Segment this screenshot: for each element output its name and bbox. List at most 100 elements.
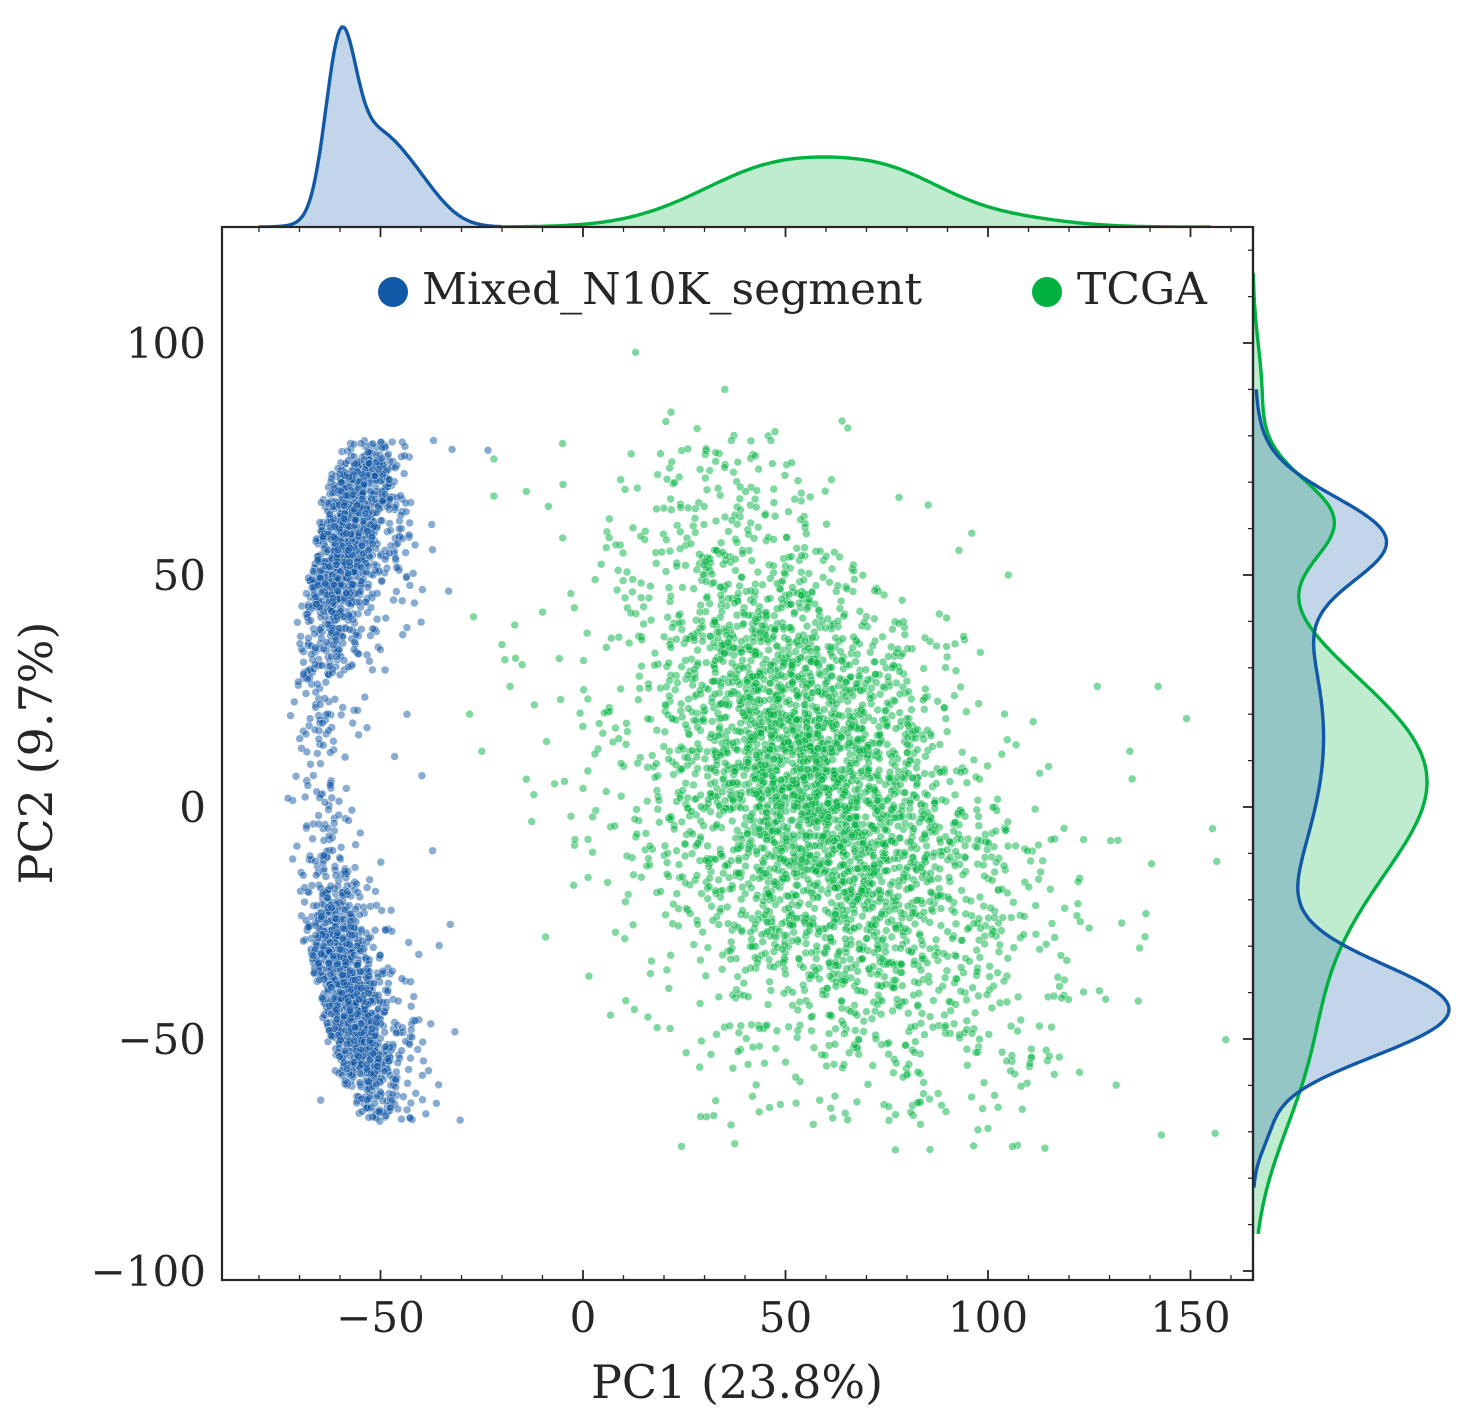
point-tcga bbox=[637, 661, 646, 671]
point-mixed bbox=[320, 798, 330, 807]
point-tcga bbox=[635, 672, 644, 681]
point-mixed bbox=[428, 846, 437, 855]
point-tcga bbox=[741, 804, 750, 813]
point-tcga bbox=[558, 480, 568, 489]
point-mixed bbox=[373, 972, 383, 981]
point-tcga bbox=[969, 755, 978, 765]
point-mixed bbox=[301, 689, 311, 698]
point-mixed bbox=[309, 567, 318, 576]
point-tcga bbox=[793, 476, 803, 485]
point-tcga bbox=[973, 1125, 983, 1134]
point-mixed bbox=[429, 436, 438, 445]
point-tcga bbox=[801, 939, 811, 948]
point-tcga bbox=[808, 633, 817, 642]
point-mixed bbox=[302, 589, 311, 598]
point-tcga bbox=[701, 450, 710, 459]
point-mixed bbox=[374, 1107, 383, 1116]
point-mixed bbox=[318, 532, 328, 541]
point-tcga bbox=[850, 908, 859, 918]
point-mixed bbox=[314, 811, 323, 820]
point-mixed bbox=[428, 545, 437, 554]
point-tcga bbox=[655, 818, 664, 827]
point-tcga bbox=[622, 567, 632, 577]
point-tcga bbox=[942, 652, 952, 662]
point-mixed bbox=[316, 700, 325, 709]
point-tcga bbox=[696, 601, 705, 610]
point-tcga bbox=[835, 604, 845, 613]
point-mixed bbox=[362, 1085, 372, 1094]
point-tcga bbox=[861, 665, 870, 674]
point-tcga bbox=[859, 1027, 868, 1036]
point-mixed bbox=[305, 851, 315, 861]
point-tcga bbox=[500, 655, 510, 664]
point-tcga bbox=[648, 751, 657, 760]
point-tcga bbox=[736, 505, 745, 514]
point-mixed bbox=[371, 887, 380, 896]
point-tcga bbox=[805, 1001, 814, 1010]
point-mixed bbox=[389, 595, 398, 605]
point-mixed bbox=[377, 454, 386, 463]
point-tcga bbox=[827, 475, 836, 484]
point-tcga bbox=[716, 491, 725, 500]
point-mixed bbox=[446, 920, 455, 929]
point-tcga bbox=[1016, 1015, 1025, 1025]
point-tcga bbox=[650, 773, 660, 782]
point-tcga bbox=[1002, 997, 1012, 1007]
point-tcga bbox=[664, 984, 673, 993]
point-mixed bbox=[296, 632, 305, 641]
point-mixed bbox=[325, 510, 335, 519]
point-tcga bbox=[681, 561, 690, 570]
point-mixed bbox=[386, 541, 395, 550]
point-tcga bbox=[805, 926, 814, 936]
point-mixed bbox=[418, 1095, 427, 1104]
point-mixed bbox=[456, 1115, 465, 1125]
point-mixed bbox=[372, 901, 381, 910]
point-tcga bbox=[623, 727, 632, 736]
point-mixed bbox=[397, 1046, 406, 1055]
point-tcga bbox=[697, 1036, 706, 1046]
point-mixed bbox=[354, 730, 363, 740]
point-mixed bbox=[360, 1005, 370, 1014]
point-mixed bbox=[325, 662, 335, 671]
point-tcga bbox=[945, 777, 955, 786]
point-mixed bbox=[316, 759, 325, 768]
point-mixed bbox=[380, 665, 390, 675]
point-mixed bbox=[309, 771, 318, 780]
point-mixed bbox=[344, 816, 353, 825]
point-tcga bbox=[1026, 856, 1035, 866]
point-tcga bbox=[962, 707, 971, 716]
point-tcga bbox=[665, 691, 674, 701]
point-mixed bbox=[416, 617, 426, 627]
point-tcga bbox=[628, 523, 638, 532]
point-mixed bbox=[360, 692, 369, 702]
point-mixed bbox=[310, 629, 319, 638]
mixed-pc1-density-line bbox=[258, 25, 503, 228]
point-tcga bbox=[882, 926, 891, 935]
point-mixed bbox=[286, 711, 295, 720]
point-tcga bbox=[1049, 991, 1059, 1001]
point-mixed bbox=[368, 539, 377, 548]
point-tcga bbox=[749, 534, 759, 543]
point-tcga bbox=[987, 1003, 997, 1013]
point-tcga bbox=[979, 901, 988, 911]
point-mixed bbox=[311, 687, 320, 697]
point-mixed bbox=[304, 922, 314, 931]
point-tcga bbox=[837, 416, 847, 426]
point-mixed bbox=[301, 729, 311, 739]
point-mixed bbox=[365, 967, 374, 976]
point-mixed bbox=[357, 1019, 366, 1028]
point-tcga bbox=[743, 1060, 753, 1069]
point-tcga bbox=[666, 643, 676, 652]
point-tcga bbox=[990, 867, 999, 877]
point-tcga bbox=[877, 996, 887, 1005]
point-tcga bbox=[659, 503, 668, 513]
point-tcga bbox=[793, 901, 803, 910]
point-tcga bbox=[776, 1100, 785, 1109]
point-mixed bbox=[324, 805, 333, 814]
point-mixed bbox=[359, 480, 369, 489]
point-tcga bbox=[799, 980, 808, 990]
point-mixed bbox=[450, 1027, 460, 1036]
point-mixed bbox=[380, 490, 390, 499]
point-tcga bbox=[748, 625, 757, 634]
point-mixed bbox=[377, 906, 386, 915]
